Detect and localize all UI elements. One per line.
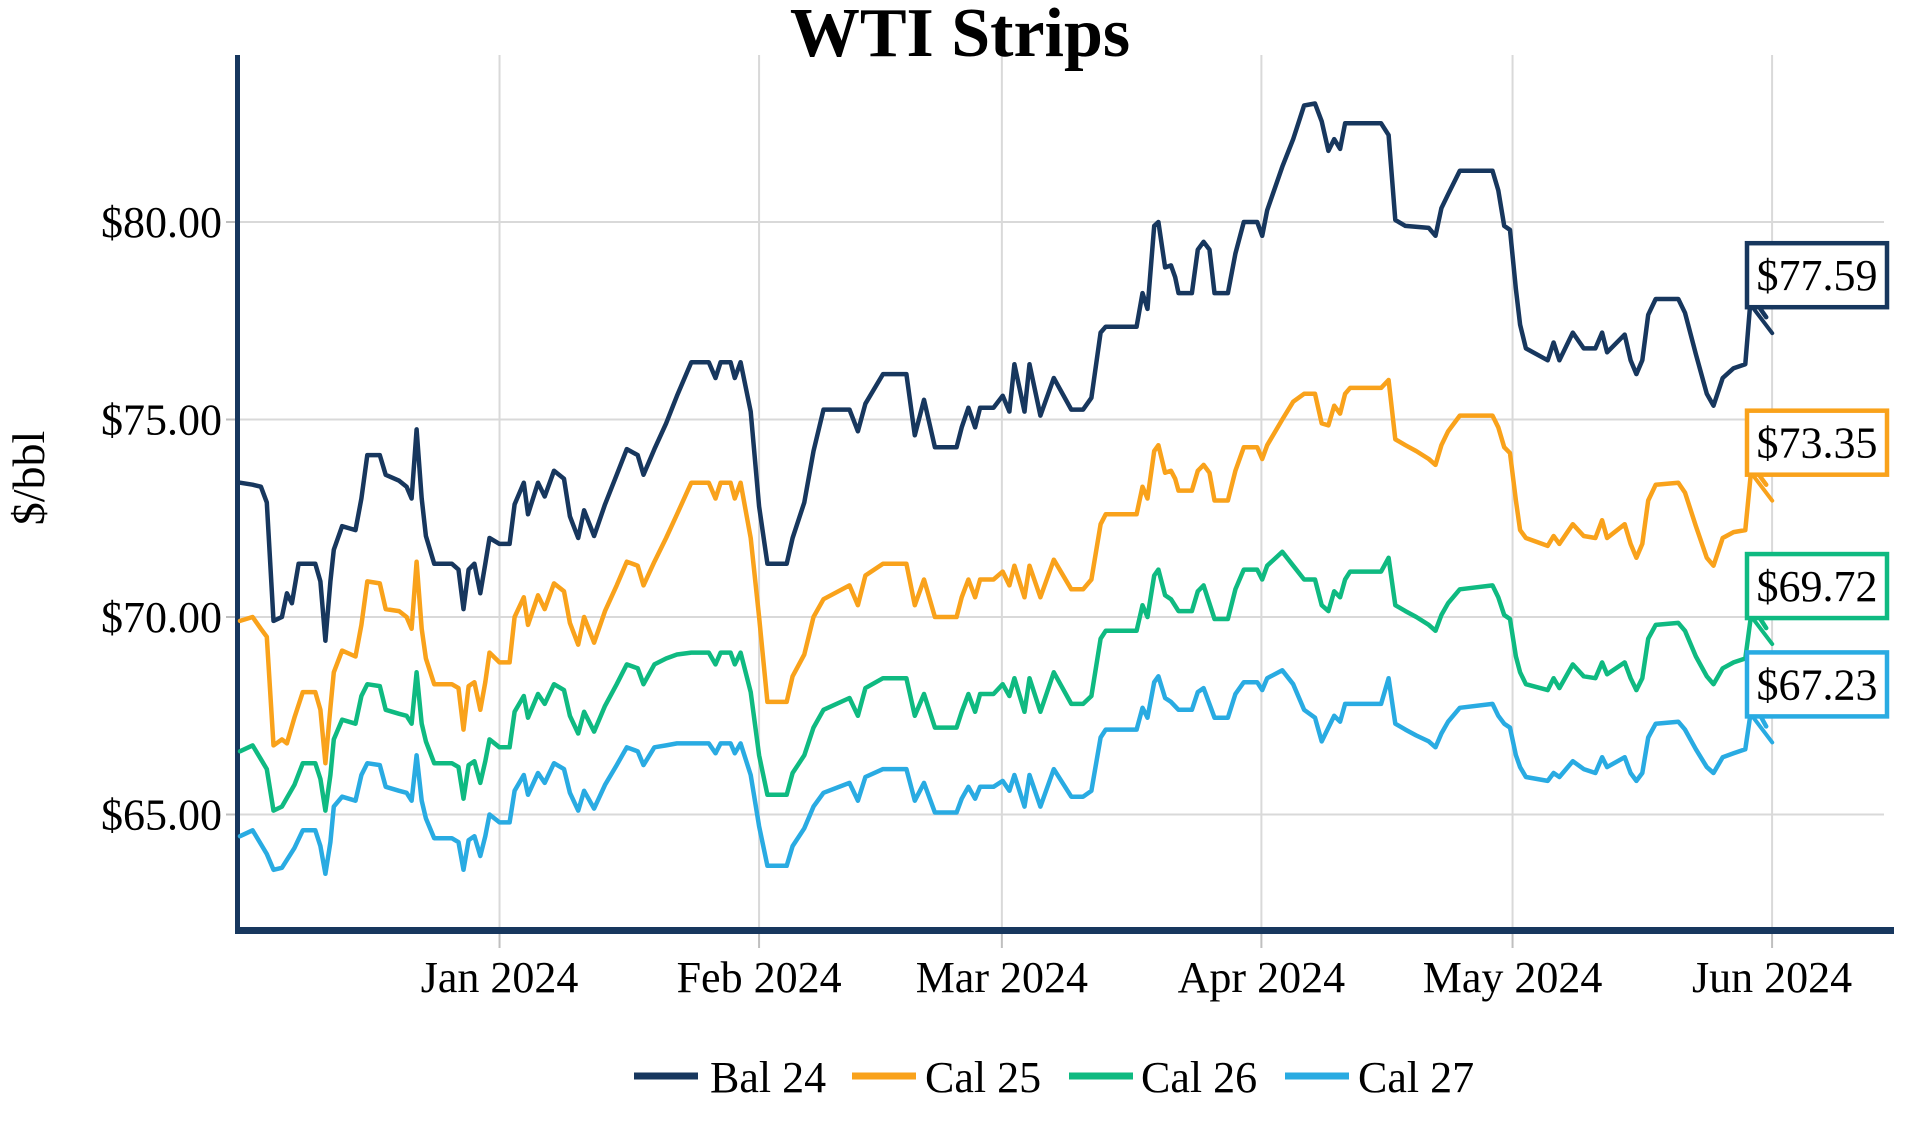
end-label-box-cal-25 xyxy=(1744,408,1890,477)
series-end-labels: $77.59 $73.35 $69.72 $67.23 xyxy=(1744,240,1890,745)
x-tick-label-feb-2024: Feb 2024 xyxy=(677,953,842,1002)
x-axis-line xyxy=(235,927,1894,934)
end-label-bal-24: $77.59 xyxy=(1744,240,1890,336)
end-label-cal-26: $69.72 xyxy=(1744,551,1890,647)
end-label-leader-cal-25 xyxy=(1749,470,1775,503)
x-tick-label-jan-2024: Jan 2024 xyxy=(421,953,579,1002)
series-line-cal-25 xyxy=(237,377,1769,766)
end-label-box-bal-24 xyxy=(1744,240,1890,310)
end-label-value-bal-24: $77.59 xyxy=(1757,251,1878,300)
legend-label-cal-27: Cal 27 xyxy=(1358,1053,1474,1102)
y-tick-labels: $65.00 $70.00 $75.00 $80.00 xyxy=(101,198,222,840)
legend-label-bal-24: Bal 24 xyxy=(710,1053,826,1102)
y-axis-title: $/bbl xyxy=(3,431,54,526)
legend-item-cal-26: Cal 26 xyxy=(1069,1053,1257,1102)
end-label-cal-25: $73.35 xyxy=(1744,408,1890,503)
x-tick-labels: Jan 2024 Feb 2024 Mar 2024 Apr 2024 May … xyxy=(421,953,1852,1002)
axis-tick-marks xyxy=(226,221,1774,948)
series-line-cal-26 xyxy=(237,549,1769,813)
end-label-value-cal-26: $69.72 xyxy=(1757,562,1878,611)
y-tick-label-65: $65.00 xyxy=(101,791,222,840)
x-tick-label-may-2024: May 2024 xyxy=(1423,953,1603,1002)
legend-label-cal-26: Cal 26 xyxy=(1141,1053,1257,1102)
end-label-value-cal-27: $67.23 xyxy=(1757,660,1878,709)
y-tick-label-75: $75.00 xyxy=(101,396,222,445)
x-tick-label-jun-2024: Jun 2024 xyxy=(1692,953,1852,1002)
end-label-cal-27: $67.23 xyxy=(1744,650,1890,745)
end-label-value-cal-25: $73.35 xyxy=(1757,419,1878,468)
series-line-cal-27 xyxy=(237,668,1769,877)
chart-title: WTI Strips xyxy=(790,0,1130,72)
series-line-bal-24 xyxy=(237,101,1769,643)
y-tick-label-70: $70.00 xyxy=(101,593,222,642)
x-tick-label-mar-2024: Mar 2024 xyxy=(916,953,1088,1002)
end-label-box-cal-27 xyxy=(1744,650,1890,719)
legend-item-cal-27: Cal 27 xyxy=(1285,1053,1474,1102)
y-tick-label-80: $80.00 xyxy=(101,198,222,247)
end-label-box-cal-26 xyxy=(1744,551,1890,621)
y-axis-line xyxy=(235,55,240,934)
end-label-leader-cal-26 xyxy=(1749,614,1775,647)
end-label-leader-bal-24 xyxy=(1749,303,1775,336)
legend: Bal 24 Cal 25 Cal 26 Cal 27 xyxy=(634,1053,1474,1102)
series-lines xyxy=(237,101,1769,877)
x-tick-label-apr-2024: Apr 2024 xyxy=(1178,953,1345,1002)
legend-item-cal-25: Cal 25 xyxy=(852,1053,1041,1102)
gridlines xyxy=(240,55,1884,931)
end-label-leader-cal-27 xyxy=(1749,712,1775,745)
legend-item-bal-24: Bal 24 xyxy=(634,1053,826,1102)
legend-label-cal-25: Cal 25 xyxy=(925,1053,1041,1102)
